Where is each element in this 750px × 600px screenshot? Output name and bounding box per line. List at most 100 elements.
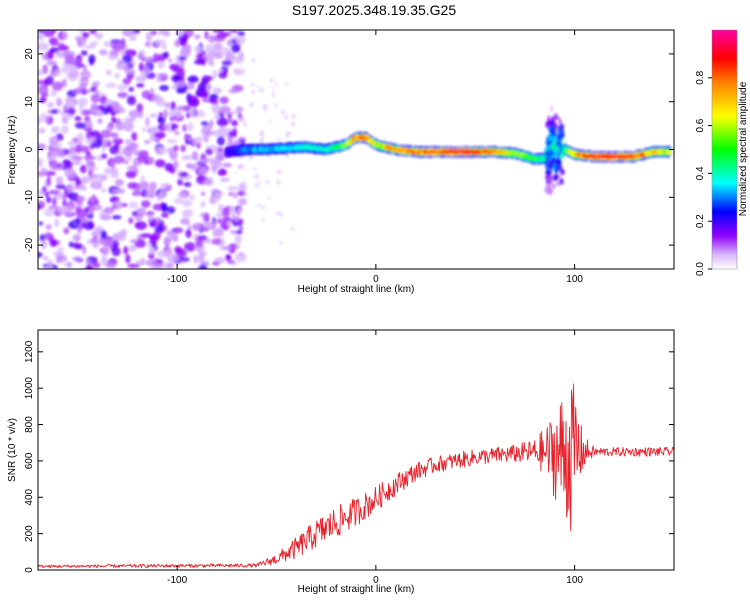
spectrogram-noise-blob (150, 265, 161, 269)
spectrogram-noise-blob (203, 177, 212, 186)
spectrogram-noise-blob (97, 111, 103, 117)
spectrogram-noise-blob (211, 166, 217, 174)
spectrogram-noise-blob (211, 238, 222, 246)
spectrogram-noise-blob (100, 214, 112, 221)
spectrogram-noise-blob (235, 35, 246, 45)
spectrogram-noise-blob (132, 164, 137, 172)
spectrogram-noise-blob (45, 224, 52, 230)
spectrogram-noise-blob (162, 51, 169, 59)
spectrogram-noise-blob (128, 109, 141, 118)
spectrogram-noise-blob (255, 174, 259, 179)
spectrogram-noise-blob (140, 233, 153, 238)
spectrogram-noise-blob (163, 236, 171, 245)
spectrogram-noise-blob (56, 97, 63, 107)
spectrogram-disturbance-cell (552, 116, 555, 123)
spectrogram-noise-blob (96, 32, 103, 40)
spectrogram-noise-blob (258, 88, 265, 93)
spectrogram-noise-blob (208, 34, 216, 44)
spectrogram-noise-blob (38, 85, 49, 95)
spectrogram-noise-blob (106, 104, 113, 113)
snr-series-line (38, 383, 674, 569)
spectrogram-noise-blob (89, 174, 98, 179)
spectrogram-disturbance-cell (550, 105, 553, 113)
spectrogram-noise-blob (73, 87, 85, 94)
spectrogram-noise-blob (44, 170, 56, 177)
spectrogram-noise-blob (186, 92, 192, 103)
spectrogram-noise-blob (198, 167, 208, 176)
spectrogram-noise-blob (103, 41, 111, 47)
spectrogram-noise-blob (84, 45, 96, 49)
spectrogram-noise-blob (205, 44, 215, 53)
spectrogram-noise-blob (267, 120, 273, 123)
spectrogram-disturbance-cell (552, 151, 555, 156)
spectrogram-noise-blob (172, 66, 183, 73)
spectrogram-noise-blob (222, 216, 232, 222)
spectrogram-disturbance-cell (551, 156, 556, 161)
spectrogram-noise-blob (183, 181, 192, 187)
spectrogram-noise-blob (173, 76, 181, 82)
spectrogram-noise-blob (203, 212, 210, 223)
spectrogram-noise-blob (187, 75, 199, 83)
spectrogram-noise-blob (256, 204, 262, 207)
spectrogram-noise-blob (86, 238, 92, 245)
spectrogram-noise-blob (50, 89, 57, 97)
spectrogram-noise-blob (151, 94, 163, 103)
spectrogram-noise-blob (203, 239, 214, 244)
spectrogram-noise-blob (100, 230, 107, 240)
spectrogram-noise-blob (117, 92, 128, 98)
spectrogram-disturbance-cell (545, 121, 551, 129)
spectrogram-noise-blob (135, 221, 147, 230)
spectrogram-noise-blob (49, 149, 62, 158)
spectrogram-noise-blob (149, 220, 156, 228)
spectrogram-noise-blob (131, 211, 138, 217)
spectrogram-noise-blob (122, 54, 133, 64)
spectrogram-noise-blob (131, 131, 138, 142)
spectrogram-noise-blob (126, 119, 131, 128)
spectrogram-noise-blob (136, 82, 145, 88)
spectrogram-noise-blob (122, 150, 132, 155)
spectrogram-noise-blob (196, 136, 205, 142)
spectrogram-disturbance-cell (554, 115, 558, 121)
spectrogram-noise-blob (44, 116, 50, 121)
colorbar-tick-label: 0.0 (695, 262, 706, 276)
spectrogram-noise-blob (205, 148, 214, 156)
spectrogram-noise-blob (82, 31, 89, 39)
spectrogram-noise-blob (208, 50, 213, 56)
spectrogram-y-label: Frequency (Hz) (7, 116, 18, 185)
spectrogram-noise-blob (175, 105, 188, 111)
spectrogram-noise-blob (179, 171, 189, 178)
spectrogram-noise-blob (111, 215, 122, 220)
spectrogram-noise-blob (38, 221, 44, 226)
spectrogram-disturbance-cell (557, 133, 563, 140)
spectrogram-noise-blob (200, 121, 209, 126)
spectrogram-noise-blob (250, 102, 254, 107)
spectrogram-noise-blob (83, 221, 95, 231)
spectrogram-noise-blob (188, 108, 196, 118)
spectrogram-noise-blob (90, 238, 97, 243)
spectrogram-noise-blob (125, 155, 132, 161)
spectrogram-disturbance-cell (558, 163, 561, 169)
spectrogram-noise-blob (125, 170, 137, 179)
spectrogram-noise-blob (216, 213, 224, 218)
spectrogram-noise-blob (272, 92, 275, 98)
spectrogram-x-tick-label: 0 (373, 274, 379, 285)
snr-x-tick-label: 100 (566, 575, 583, 586)
spectrogram-noise-blob (47, 101, 55, 108)
spectrogram-noise-blob (215, 152, 227, 161)
spectrogram-noise-blob (63, 262, 74, 268)
spectrogram-noise-blob (75, 144, 82, 154)
spectrogram-noise-blob (237, 72, 243, 76)
spectrogram-noise-blob (90, 180, 101, 189)
spectrogram-noise-blob (97, 118, 103, 124)
spectrogram-noise-blob (214, 227, 224, 237)
spectrogram-noise-blob (154, 39, 167, 46)
snr-x-label: Height of straight line (km) (298, 584, 415, 595)
spectrogram-noise-blob (80, 70, 92, 80)
spectrogram-noise-blob (101, 246, 110, 256)
spectrogram-noise-blob (197, 158, 210, 164)
spectrogram-noise-blob (261, 205, 266, 210)
spectrogram-noise-blob (97, 104, 105, 112)
spectrogram-disturbance-cell (556, 138, 563, 144)
